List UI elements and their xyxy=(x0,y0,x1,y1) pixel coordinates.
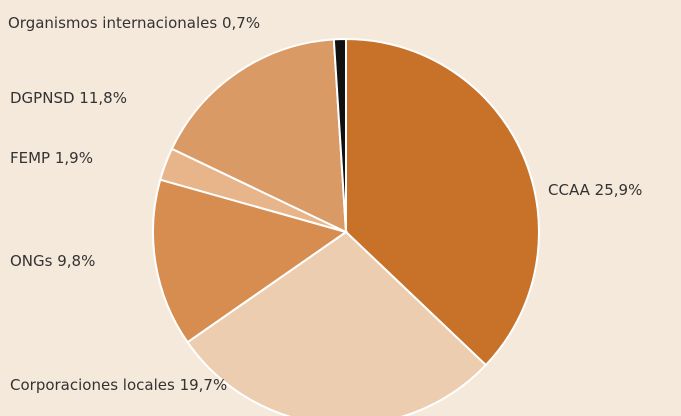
slice-name: Organismos internacionales xyxy=(8,14,217,32)
pie-slice xyxy=(345,37,540,367)
slice-value: 9,8% xyxy=(57,252,95,270)
slice-name: Corporaciones locales xyxy=(10,376,175,394)
slice-value: 0,7% xyxy=(222,14,260,32)
pie-slice xyxy=(186,230,488,416)
slice-value: 11,8% xyxy=(79,89,127,107)
slice-value: 1,9% xyxy=(55,149,93,167)
slice-value: 25,9% xyxy=(595,181,643,199)
slice-label: FEMP 1,9% xyxy=(10,149,93,167)
slice-name: FEMP xyxy=(10,149,50,167)
slice-name: DGPNSD xyxy=(10,89,75,107)
slice-value: 19,7% xyxy=(180,376,228,394)
slice-label: CCAA 25,9% xyxy=(548,181,642,199)
pie-slice xyxy=(332,37,347,233)
slice-name: ONGs xyxy=(10,252,53,270)
pie-slice xyxy=(170,38,348,234)
slice-label: DGPNSD 11,8% xyxy=(10,89,127,107)
pie-slice xyxy=(152,178,349,344)
slice-label: Corporaciones locales 19,7% xyxy=(10,376,227,394)
slice-name: CCAA xyxy=(548,181,591,199)
slice-label: Organismos internacionales 0,7% xyxy=(8,14,260,32)
slice-label: ONGs 9,8% xyxy=(10,252,95,270)
